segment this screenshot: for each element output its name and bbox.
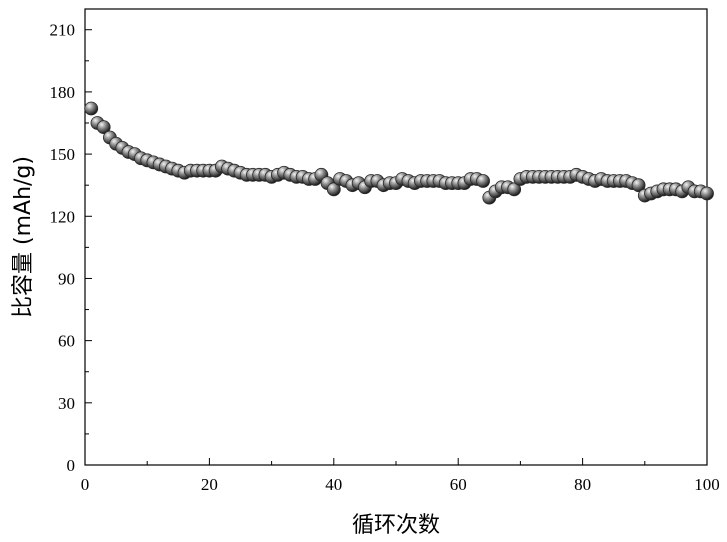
data-point: [477, 175, 490, 188]
x-axis-title: 循环次数: [352, 513, 440, 538]
y-tick-label: 150: [50, 145, 76, 164]
axes: [85, 9, 707, 465]
y-tick-label: 180: [50, 83, 76, 102]
data-point: [85, 102, 98, 115]
y-tick-label: 210: [50, 21, 76, 40]
ticks: 0 20 40 60 80 100 0 30 60 90 120 150 180 210: [50, 21, 720, 494]
x-tick-label: 40: [325, 475, 342, 494]
y-tick-label: 0: [67, 456, 76, 475]
data-point: [701, 187, 714, 200]
y-tick-label: 90: [58, 269, 75, 288]
x-tick-label: 60: [450, 475, 467, 494]
x-tick-label: 100: [694, 475, 720, 494]
x-tick-label: 80: [574, 475, 591, 494]
x-tick-label: 20: [201, 475, 218, 494]
y-tick-label: 30: [58, 394, 75, 413]
plot-frame: [85, 9, 707, 465]
y-tick-label: 120: [50, 207, 76, 226]
y-axis-title: 比容量 (mAh/g): [11, 156, 36, 318]
data-points: [85, 102, 714, 204]
y-tick-label: 60: [58, 332, 75, 351]
x-tick-label: 0: [81, 475, 90, 494]
